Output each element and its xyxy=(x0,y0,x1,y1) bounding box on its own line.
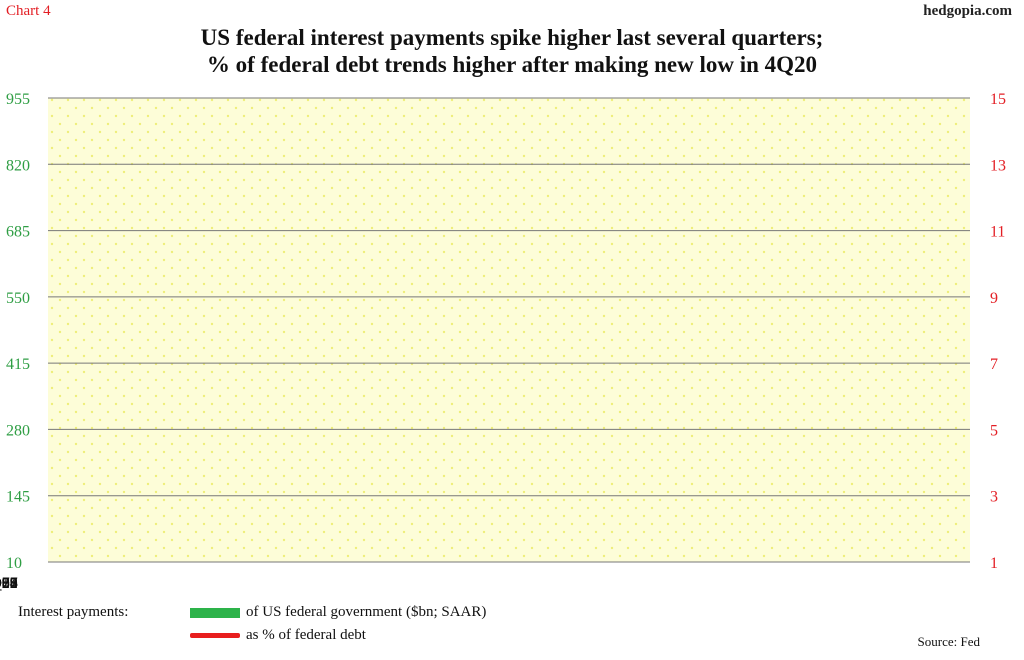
y-right-tick-label: 3 xyxy=(990,489,998,506)
legend-bar-swatch xyxy=(190,607,240,618)
legend-item-bars: of US federal government ($bn; SAAR) xyxy=(190,604,486,621)
x-tick-label: 1Q16 xyxy=(0,575,18,592)
source-note: Source: Fed xyxy=(917,634,980,649)
grid-lines xyxy=(48,97,970,563)
y-right-tick-label: 11 xyxy=(990,224,1005,241)
y-right-tick-label: 13 xyxy=(990,157,1006,174)
y-right-tick-label: 9 xyxy=(990,290,998,307)
x-tick-label: 1Q23 xyxy=(0,575,18,592)
y-left-tick-label: 550 xyxy=(6,290,30,307)
y-left-tick-label: 415 xyxy=(6,356,30,373)
legend-line-swatch xyxy=(190,633,240,638)
x-tick-label: 1Q74 xyxy=(0,575,18,592)
legend-bar-label: of US federal government ($bn; SAAR) xyxy=(246,604,487,620)
y-left-tick-label: 955 xyxy=(6,91,30,108)
chart-title-line-1: US federal interest payments spike highe… xyxy=(200,25,824,50)
chart-plot: 10145280415550685820955135791113151Q671Q… xyxy=(0,0,1006,592)
x-tick-label: 1Q81 xyxy=(0,575,18,592)
x-tick-label: 1Q95 xyxy=(0,575,18,592)
chart-title-line-2: % of federal debt trends higher after ma… xyxy=(206,52,818,77)
plot-dot-pattern xyxy=(48,98,970,562)
chart-label: Chart 4 xyxy=(6,3,51,19)
tick-labels: 10145280415550685820955135791113151Q671Q… xyxy=(0,91,1006,592)
y-left-tick-label: 145 xyxy=(6,489,30,506)
legend-line-label: as % of federal debt xyxy=(246,627,366,643)
y-right-tick-label: 15 xyxy=(990,91,1006,108)
legend-title: Interest payments: xyxy=(18,604,129,620)
y-right-tick-label: 7 xyxy=(990,356,998,373)
legend-item-line: as % of federal debt xyxy=(190,627,366,644)
y-left-tick-label: 280 xyxy=(6,422,30,439)
y-left-tick-label: 10 xyxy=(6,555,22,572)
brand-label: hedgopia.com xyxy=(923,3,1012,19)
x-tick-label: 1Q02 xyxy=(0,575,18,592)
y-right-tick-label: 5 xyxy=(990,422,998,439)
y-right-tick-label: 1 xyxy=(990,555,998,572)
x-tick-label: 1Q88 xyxy=(0,575,18,592)
y-left-tick-label: 820 xyxy=(6,157,30,174)
x-tick-label: 1Q09 xyxy=(0,575,18,592)
x-tick-label: 1Q67 xyxy=(0,575,18,592)
y-left-tick-label: 685 xyxy=(6,224,30,241)
